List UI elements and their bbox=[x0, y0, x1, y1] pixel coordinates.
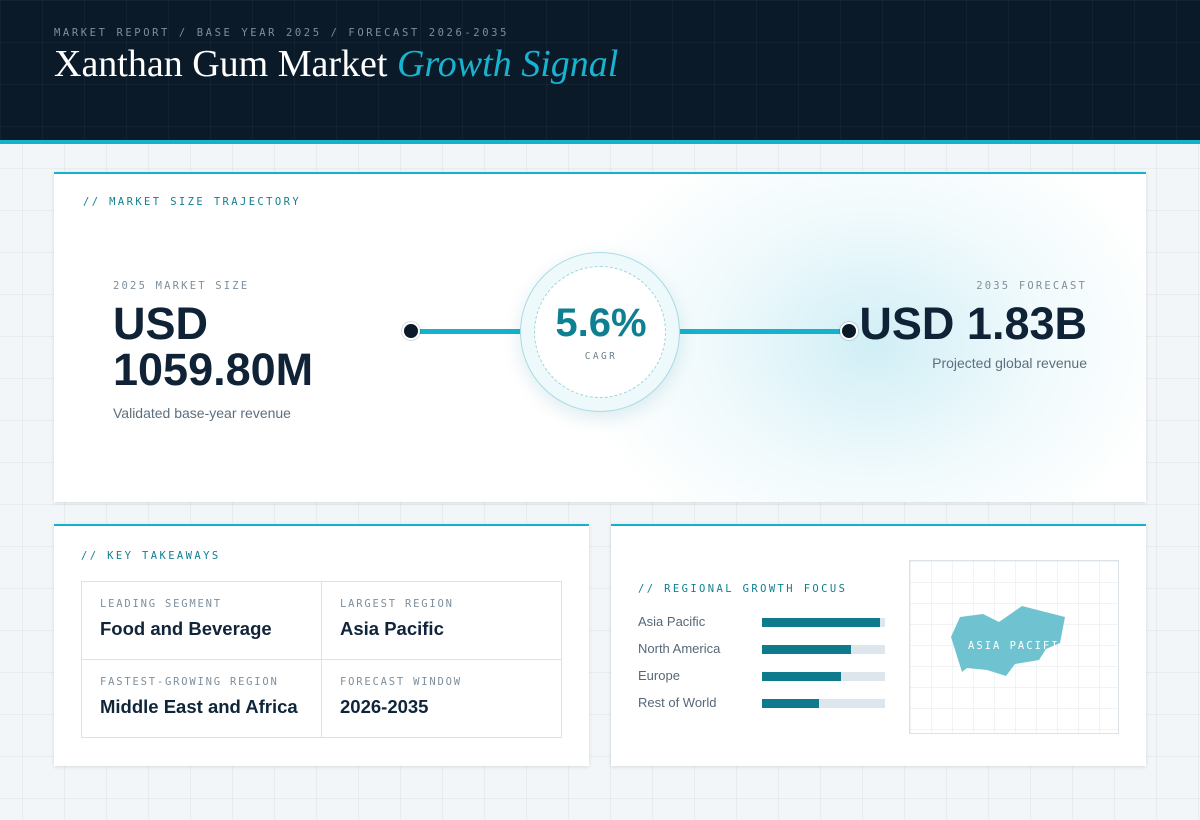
region-bar-fill bbox=[762, 618, 881, 627]
forecast-value: USD 1.83B bbox=[859, 298, 1087, 349]
page-title: Xanthan Gum Market Growth Signal bbox=[54, 42, 618, 86]
region-row: North America bbox=[638, 641, 888, 656]
cagr-badge: 5.6% CAGR bbox=[520, 252, 680, 412]
title-accent: Growth Signal bbox=[396, 43, 619, 85]
trajectory-label: // MARKET SIZE TRAJECTORY bbox=[83, 196, 302, 208]
asia-pacific-region-shape bbox=[951, 606, 1065, 676]
regional-label: // REGIONAL GROWTH FOCUS bbox=[638, 583, 848, 595]
takeaway-label: FORECAST WINDOW bbox=[340, 676, 462, 688]
takeaway-value: Middle East and Africa bbox=[100, 696, 298, 717]
market-size-trajectory-card: // MARKET SIZE TRAJECTORY 2025 MARKET SI… bbox=[54, 172, 1146, 502]
region-bar-track bbox=[762, 672, 885, 681]
takeaways-label: // KEY TAKEAWAYS bbox=[81, 550, 221, 562]
region-bar-fill bbox=[762, 672, 841, 681]
base-year-subtitle: Validated base-year revenue bbox=[113, 405, 291, 421]
region-name: Europe bbox=[638, 668, 680, 683]
map-region-label: ASIA PACIFIC bbox=[968, 640, 1068, 652]
trajectory-start-dot bbox=[402, 322, 420, 340]
takeaway-forecast-window: FORECAST WINDOW 2026-2035 bbox=[321, 659, 561, 737]
region-bar-track bbox=[762, 618, 885, 627]
cagr-label: CAGR bbox=[584, 351, 618, 362]
cagr-inner-ring: 5.6% CAGR bbox=[534, 266, 666, 398]
base-year-value: USD 1059.80M bbox=[113, 301, 373, 393]
takeaway-value: Asia Pacific bbox=[340, 618, 444, 639]
report-eyebrow: MARKET REPORT / BASE YEAR 2025 / FORECAS… bbox=[54, 27, 509, 39]
takeaway-largest-region: LARGEST REGION Asia Pacific bbox=[321, 582, 561, 660]
region-row: Europe bbox=[638, 668, 888, 683]
region-bar-fill bbox=[762, 645, 851, 654]
regional-growth-card: // REGIONAL GROWTH FOCUS Asia Pacific No… bbox=[611, 524, 1146, 766]
region-bar-track bbox=[762, 645, 885, 654]
forecast-subtitle: Projected global revenue bbox=[932, 355, 1087, 371]
region-bar-fill bbox=[762, 699, 819, 708]
asia-pacific-map: ASIA PACIFIC bbox=[909, 560, 1119, 734]
base-year-label: 2025 MARKET SIZE bbox=[113, 280, 250, 292]
forecast-metric: 2035 FORECAST USD 1.83B Projected global… bbox=[767, 280, 1087, 371]
takeaway-label: LEADING SEGMENT bbox=[100, 598, 222, 610]
base-year-currency: USD bbox=[113, 298, 209, 349]
takeaway-value: Food and Beverage bbox=[100, 618, 272, 639]
base-year-metric: 2025 MARKET SIZE USD 1059.80M Validated … bbox=[113, 280, 373, 421]
takeaway-leading-segment: LEADING SEGMENT Food and Beverage bbox=[82, 582, 322, 660]
region-row: Asia Pacific bbox=[638, 614, 888, 629]
takeaway-value: 2026-2035 bbox=[340, 696, 429, 717]
takeaway-label: FASTEST-GROWING REGION bbox=[100, 676, 279, 688]
takeaway-fastest-growing-region: FASTEST-GROWING REGION Middle East and A… bbox=[82, 659, 322, 737]
report-header: MARKET REPORT / BASE YEAR 2025 / FORECAS… bbox=[0, 0, 1200, 144]
forecast-label: 2035 FORECAST bbox=[976, 280, 1087, 292]
region-name: Asia Pacific bbox=[638, 614, 706, 629]
region-name: North America bbox=[638, 641, 721, 656]
takeaway-label: LARGEST REGION bbox=[340, 598, 454, 610]
takeaways-grid: LEADING SEGMENT Food and Beverage LARGES… bbox=[81, 581, 562, 738]
cagr-value: 5.6% bbox=[555, 301, 647, 345]
key-takeaways-card: // KEY TAKEAWAYS LEADING SEGMENT Food an… bbox=[54, 524, 589, 766]
trajectory-track-right bbox=[677, 329, 849, 334]
trajectory-track-left bbox=[419, 329, 523, 334]
base-year-amount: 1059.80M bbox=[113, 344, 314, 395]
region-bar-track bbox=[762, 699, 885, 708]
title-main: Xanthan Gum Market bbox=[54, 43, 388, 85]
region-name: Rest of World bbox=[638, 695, 717, 710]
region-row: Rest of World bbox=[638, 695, 888, 710]
asia-pacific-shape-icon bbox=[951, 606, 1065, 676]
trajectory-end-dot bbox=[840, 322, 858, 340]
